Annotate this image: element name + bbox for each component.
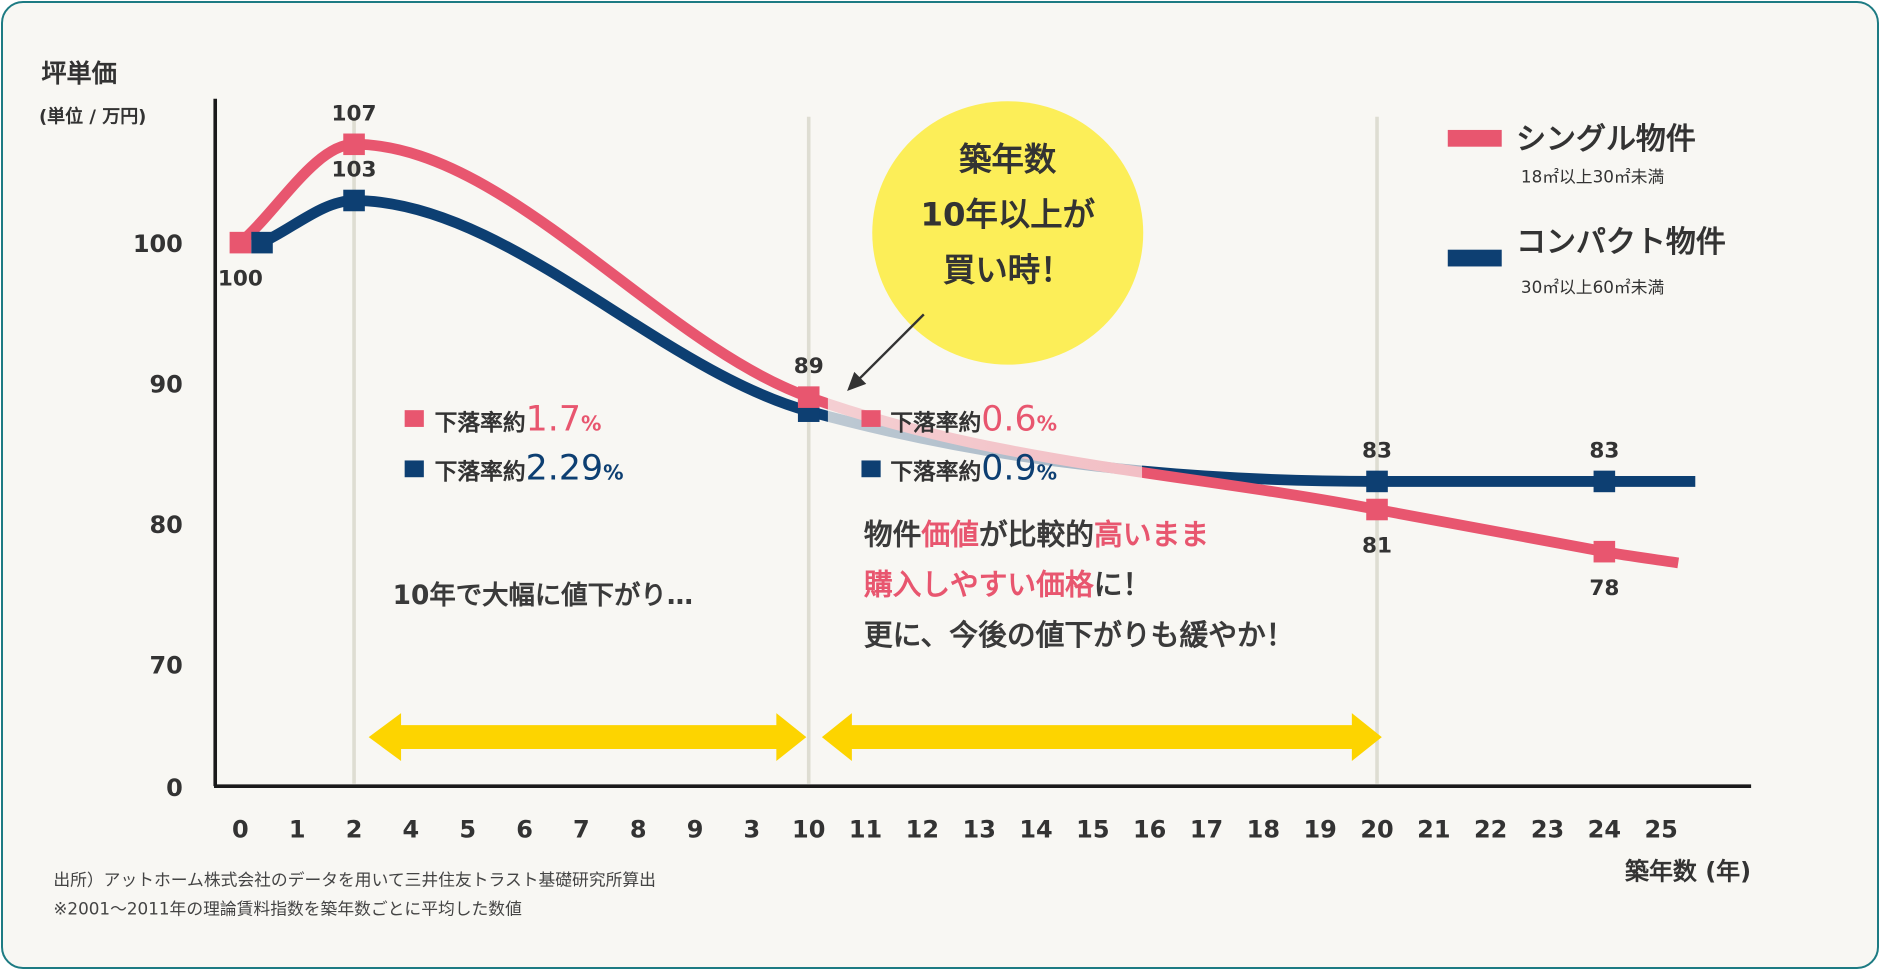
data-point-marker xyxy=(797,386,820,408)
footnote-note: ※2001～2011年の理論賃料指数を築年数ごとに平均した数値 xyxy=(53,898,522,918)
x-tick-label: 22 xyxy=(1474,816,1507,844)
x-tick-label: 21 xyxy=(1417,816,1450,844)
rate-left-single: 下落率約1.7% xyxy=(435,400,602,440)
right-note-line1: 物件価値が比較的高いまま xyxy=(864,517,1209,551)
note-segment: 高いまま xyxy=(1094,517,1209,551)
period-arrow-left xyxy=(368,713,807,762)
y-tick-label: 0 xyxy=(166,774,183,802)
x-tick-label: 16 xyxy=(1133,816,1166,844)
x-tick-label: 12 xyxy=(906,816,939,844)
data-label: 103 xyxy=(332,158,377,183)
right-note-line2: 購入しやすい価格に！ xyxy=(864,568,1151,602)
data-label: 100 xyxy=(218,267,263,292)
x-tick-label: 7 xyxy=(573,816,590,844)
x-tick-label: 14 xyxy=(1019,816,1052,844)
data-point-marker xyxy=(1593,470,1616,493)
x-tick-label: 19 xyxy=(1304,816,1337,844)
data-label: 81 xyxy=(1362,534,1392,559)
data-point-marker xyxy=(229,231,252,254)
y-axis-unit: (単位 / 万円) xyxy=(39,106,146,128)
x-tick-label: 20 xyxy=(1360,816,1393,844)
note-segment: が比較的 xyxy=(979,517,1094,551)
data-label: 89 xyxy=(794,354,824,379)
note-segment: に！ xyxy=(1094,568,1152,602)
rate-left-compact: 下落率約2.29% xyxy=(435,449,624,489)
callout-bubble xyxy=(872,101,1144,365)
note-segment: 購入しやすい価格 xyxy=(864,568,1095,602)
legend-swatch-compact xyxy=(861,460,881,478)
x-tick-label: 9 xyxy=(687,816,704,844)
data-point-marker xyxy=(1366,470,1388,493)
data-point-marker xyxy=(343,189,365,212)
data-point-marker xyxy=(1366,498,1388,521)
legend-label-single: シングル物件 xyxy=(1516,122,1696,157)
data-point-marker xyxy=(251,231,273,254)
footnote-source: 出所）アットホーム株式会社のデータを用いて三井住友トラスト基礎研究所算出 xyxy=(53,870,656,890)
x-axis-title: 築年数 (年) xyxy=(1624,858,1751,886)
x-tick-label: 25 xyxy=(1645,816,1678,844)
x-tick-label: 24 xyxy=(1588,816,1621,844)
legend-label-compact: コンパクト物件 xyxy=(1516,225,1726,260)
data-label: 83 xyxy=(1362,438,1392,463)
rate-right-compact: 下落率約0.9% xyxy=(890,449,1057,489)
y-axis-title: 坪単価 xyxy=(41,59,117,88)
period-arrow-right xyxy=(821,713,1382,762)
note-segment: 物件 xyxy=(864,517,922,551)
x-tick-label: 18 xyxy=(1247,816,1280,844)
bubble-line-1: 築年数 xyxy=(959,141,1057,179)
callout-pointer xyxy=(855,313,925,383)
legend-sub-compact: 30㎡以上60㎡未満 xyxy=(1521,277,1665,297)
legend-line-single xyxy=(1447,129,1502,147)
x-tick-label: 2 xyxy=(346,816,363,844)
data-label: 83 xyxy=(1589,438,1619,463)
x-tick-label: 10 xyxy=(792,816,825,844)
legend-swatch-single xyxy=(861,410,881,427)
legend-line-compact xyxy=(1447,249,1502,267)
x-tick-label: 6 xyxy=(516,816,533,844)
y-tick-label: 90 xyxy=(149,371,182,399)
note-segment: 更に、今後の値下がりも緩やか！ xyxy=(864,618,1295,652)
x-tick-label: 3 xyxy=(744,816,761,844)
x-tick-label: 11 xyxy=(849,816,882,844)
legend-swatch-single xyxy=(404,410,424,427)
x-tick-label: 17 xyxy=(1190,816,1223,844)
x-tick-label: 5 xyxy=(459,816,476,844)
x-tick-label: 0 xyxy=(232,816,249,844)
x-tick-label: 13 xyxy=(963,816,996,844)
callout-arrowhead-icon xyxy=(847,371,867,391)
y-tick-label: 80 xyxy=(149,511,182,539)
bubble-line-3: 買い時！ xyxy=(943,251,1072,289)
y-tick-label: 70 xyxy=(149,652,182,680)
right-note-line3: 更に、今後の値下がりも緩やか！ xyxy=(864,618,1295,652)
data-point-marker xyxy=(343,133,365,156)
left-note: 10年で大幅に値下がり… xyxy=(393,580,693,611)
data-point-marker xyxy=(1593,540,1616,563)
rate-right-single: 下落率約0.6% xyxy=(890,400,1057,440)
legend-swatch-compact xyxy=(404,460,424,478)
note-segment: 価値 xyxy=(920,517,979,551)
x-tick-label: 15 xyxy=(1076,816,1109,844)
x-tick-label: 23 xyxy=(1531,816,1564,844)
x-tick-label: 1 xyxy=(289,816,306,844)
data-label: 78 xyxy=(1589,576,1619,601)
legend-sub-single: 18㎡以上30㎡未満 xyxy=(1521,167,1665,187)
data-label: 107 xyxy=(332,101,377,126)
bubble-line-2: 10年以上が xyxy=(920,196,1095,234)
y-tick-label: 100 xyxy=(133,230,183,258)
x-tick-label: 4 xyxy=(403,816,420,844)
x-tick-label: 8 xyxy=(630,816,647,844)
